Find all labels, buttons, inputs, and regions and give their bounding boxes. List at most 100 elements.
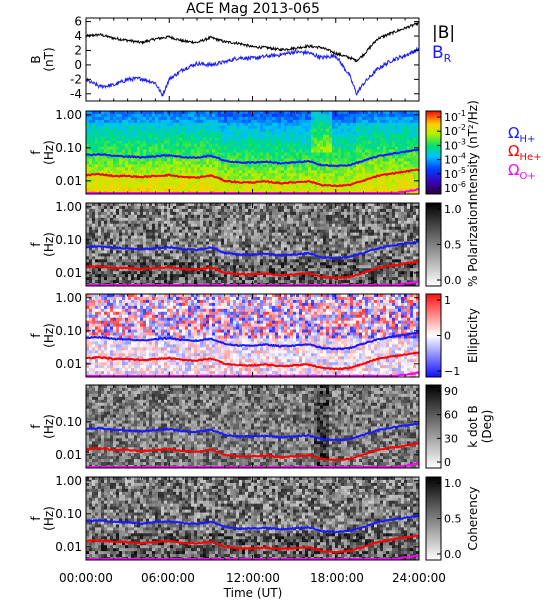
heatmap-cell [98,176,102,180]
heatmap-cell [218,271,222,275]
heatmap-cell [266,113,270,118]
heatmap-cell [416,125,420,130]
heatmap-cell [359,125,363,130]
heatmap-cell [365,113,369,118]
heatmap-cell [302,188,306,192]
heatmap-cell [233,203,237,207]
heatmap-cell [98,277,102,281]
heatmap-cell [155,265,159,269]
heatmap-cell [248,274,252,278]
heatmap-cell [281,164,285,168]
heatmap-cell [101,146,105,150]
heatmap-cell [398,176,402,180]
heatmap-cell [287,185,291,189]
heatmap-cell [137,265,141,269]
heatmap-cell [137,161,141,165]
heatmap-cell [131,128,135,133]
heatmap-cell [326,131,330,136]
heatmap-cell [137,241,141,245]
heatmap-cell [197,182,201,186]
heatmap-cell [158,134,162,139]
heatmap-cell [146,146,150,150]
heatmap-cell [173,167,177,171]
heatmap-cell [194,137,198,142]
heatmap-cell [212,277,216,281]
heatmap-cell [212,149,216,153]
heatmap-cell [104,241,108,245]
heatmap-cell [116,253,120,257]
heatmap-cell [404,137,408,142]
heatmap-cell [365,146,369,150]
heatmap-cell [185,241,189,245]
heatmap-cell [242,244,246,248]
heatmap-cell [86,182,90,186]
heatmap-cell [167,208,171,213]
heatmap-cell [284,131,288,136]
heatmap-cell [182,116,186,121]
heatmap-cell [323,111,327,115]
heatmap-cell [401,134,405,139]
heatmap-cell [125,232,129,236]
heatmap-cell [263,280,267,284]
heatmap-cell [125,111,129,115]
heatmap-cell [215,265,219,269]
heatmap-cell [206,220,210,225]
heatmap-cell [116,229,120,234]
heatmap-cell [98,143,102,147]
heatmap-cell [143,214,147,219]
heatmap-cell [236,265,240,269]
heatmap-cell [395,131,399,136]
heatmap-cell [230,152,234,156]
heatmap-cell [209,250,213,254]
heatmap-cell [182,205,186,210]
heatmap-cell [161,262,165,266]
heatmap-cell [332,179,336,183]
heatmap-cell [149,146,153,150]
heatmap-cell [326,188,330,192]
heatmap-cell [125,280,129,284]
heatmap-cell [170,111,174,115]
heatmap-cell [284,143,288,147]
y-axis-unit: (Hz) [42,140,56,165]
heatmap-cell [401,131,405,136]
heatmap-cell [164,235,168,239]
heatmap-cell [377,152,381,156]
heatmap-cell [200,170,204,174]
heatmap-cell [116,182,120,186]
y-axis-unit: (nT) [42,47,56,71]
heatmap-cell [155,235,159,239]
heatmap-cell [167,205,171,210]
heatmap-cell [176,143,180,147]
heatmap-cell [368,149,372,153]
heatmap-cell [131,158,135,162]
heatmap-cell [116,134,120,139]
heatmap-cell [251,232,255,236]
heatmap-cell [113,188,117,192]
heatmap-cell [104,125,108,130]
heatmap-cell [134,161,138,165]
heatmap-cell [140,262,144,266]
heatmap-cell [206,241,210,245]
heatmap-cell [179,265,183,269]
heatmap-cell [248,134,252,139]
heatmap-cell [233,134,237,139]
heatmap-cell [335,179,339,183]
heatmap-cell [266,143,270,147]
heatmap-cell [107,203,111,207]
heatmap-cell [227,185,231,189]
heatmap-cell [245,203,249,207]
heatmap-cell [194,188,198,192]
heatmap-cell [242,274,246,278]
heatmap-cell [89,116,93,121]
heatmap-cell [398,182,402,186]
heatmap-cell [146,280,150,284]
heatmap-cell [125,217,129,222]
heatmap-cell [224,253,228,257]
heatmap-cell [182,250,186,254]
heatmap-cell [200,167,204,171]
heatmap-cell [278,170,282,174]
heatmap-cell [368,116,372,121]
heatmap-cell [140,152,144,156]
heatmap-cell [263,140,267,144]
heatmap-cell [110,274,114,278]
